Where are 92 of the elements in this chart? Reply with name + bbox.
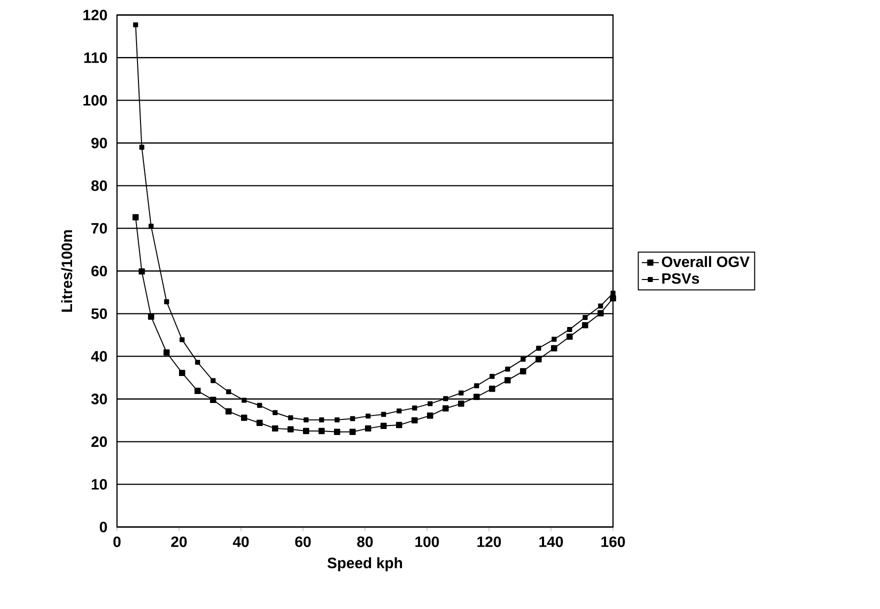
x-tick-label: 100 (415, 536, 439, 548)
point (350, 428, 356, 435)
point (148, 224, 154, 229)
point (139, 144, 144, 150)
x-tick-label: 40 (232, 536, 249, 548)
point (179, 370, 186, 376)
point (490, 374, 495, 379)
x-tick-label: 60 (295, 536, 311, 548)
point (505, 366, 510, 372)
x-tick-label: 0 (113, 536, 121, 548)
point (582, 315, 588, 320)
point (458, 390, 464, 396)
point (381, 412, 386, 417)
point (427, 412, 434, 419)
point (536, 356, 542, 362)
x-tick-label: 80 (357, 536, 373, 548)
point (442, 405, 449, 412)
y-tick-label: 0 (100, 522, 107, 532)
point (148, 314, 154, 320)
point (520, 356, 526, 362)
point (272, 425, 278, 432)
point (412, 405, 418, 410)
point (133, 22, 138, 28)
point (552, 336, 557, 342)
point (443, 396, 448, 402)
legend-label: PSVs (662, 273, 700, 284)
point (180, 337, 185, 342)
point (256, 420, 263, 426)
y-tick-label: 10 (92, 479, 107, 490)
point (288, 415, 294, 420)
point (365, 425, 372, 432)
x-axis-title: Speed kph (328, 557, 402, 572)
point (272, 410, 278, 416)
point (380, 422, 387, 429)
y-tick-label: 60 (91, 266, 107, 276)
point (334, 428, 340, 435)
point (366, 414, 371, 419)
y-tick-label: 90 (91, 138, 107, 148)
x-tick-label: 120 (477, 536, 501, 548)
point (428, 401, 433, 406)
point (598, 310, 604, 316)
point (520, 368, 526, 374)
point (474, 394, 480, 400)
point (412, 417, 418, 424)
y-axis-title: Litres/100m (61, 230, 72, 312)
point (194, 388, 201, 394)
point (195, 360, 200, 365)
y-tick-label: 100 (83, 95, 107, 106)
point (241, 414, 248, 421)
point (210, 396, 216, 403)
point (242, 398, 247, 403)
point (350, 416, 356, 422)
y-tick-label: 30 (91, 394, 107, 404)
point (226, 408, 232, 414)
point (474, 383, 480, 388)
point (489, 386, 496, 392)
legend-label: Overall OGV (662, 256, 750, 268)
point (536, 346, 542, 351)
point (334, 417, 340, 422)
point (566, 334, 573, 340)
x-tick-label: 20 (171, 536, 187, 548)
y-tick-label: 70 (92, 223, 107, 234)
point (582, 322, 588, 328)
point (164, 299, 170, 304)
point (226, 389, 232, 394)
point (303, 428, 310, 434)
y-tick-label: 50 (91, 308, 107, 319)
y-tick-label: 80 (91, 180, 107, 191)
point (610, 295, 616, 302)
point (610, 290, 616, 296)
point (319, 417, 324, 422)
point (164, 349, 170, 356)
y-tick-label: 20 (91, 436, 107, 447)
point (396, 422, 402, 428)
y-tick-label: 40 (91, 351, 107, 362)
point (396, 408, 402, 414)
point (304, 417, 309, 422)
y-tick-label: 120 (83, 10, 107, 20)
point (132, 214, 139, 220)
point (138, 268, 145, 275)
y-tick-label: 110 (84, 52, 107, 63)
point (318, 428, 325, 434)
point (210, 378, 216, 384)
point (598, 303, 604, 308)
point (458, 400, 464, 407)
point (288, 426, 294, 432)
x-tick-label: 160 (601, 536, 625, 548)
point (257, 402, 262, 408)
x-tick-label: 140 (539, 536, 563, 548)
point (567, 326, 572, 332)
point (551, 345, 558, 352)
point (504, 377, 511, 384)
